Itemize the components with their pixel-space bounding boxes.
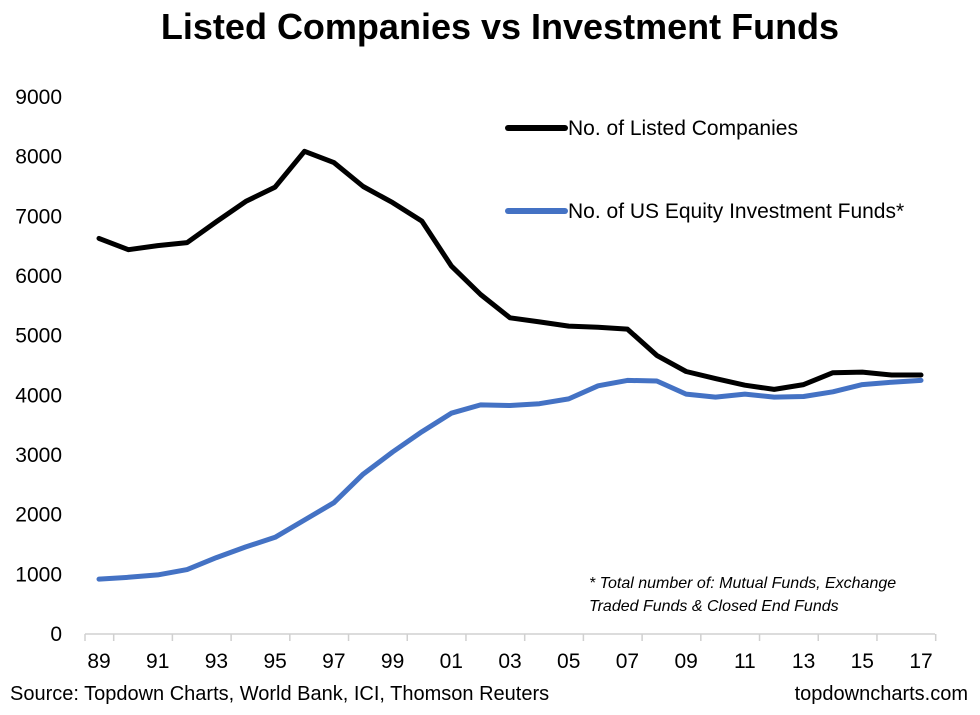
x-tick-label: 97 [322, 650, 345, 673]
x-tick-label: 89 [87, 650, 110, 673]
y-tick-label: 0 [50, 623, 62, 646]
x-axis: 89 91 93 95 97 99 01 03 05 07 09 11 13 15 17 [84, 634, 937, 673]
footnote-annotation: * Total number of: Mutual Funds, Exchang… [589, 575, 896, 615]
x-tick-label: 09 [674, 650, 697, 673]
x-tick-label: 07 [616, 650, 639, 673]
y-tick-label: 9000 [15, 86, 62, 109]
y-tick-label: 5000 [15, 325, 62, 348]
x-tick-label: 93 [205, 650, 228, 673]
x-tick-label: 95 [263, 650, 286, 673]
legend-label-listed: No. of Listed Companies [568, 117, 798, 140]
annotation-line-1: * Total number of: Mutual Funds, Exchang… [589, 575, 896, 592]
x-tick-label: 15 [851, 650, 874, 673]
annotation-line-2: Traded Funds & Closed End Funds [589, 598, 839, 615]
series-line-funds [96, 377, 924, 582]
line-chart: 0 1000 2000 3000 4000 5000 6000 7000 8000 9000 89… [15, 86, 937, 673]
x-tick-label: 17 [909, 650, 932, 673]
series-layer [96, 148, 924, 582]
x-tick-label: 05 [557, 650, 580, 673]
y-tick-label: 4000 [15, 384, 62, 407]
x-tick-label: 03 [498, 650, 521, 673]
y-tick-label: 2000 [15, 504, 62, 527]
y-tick-label: 7000 [15, 205, 62, 228]
y-tick-label: 8000 [15, 146, 62, 169]
x-tick-label: 13 [792, 650, 815, 673]
y-tick-label: 6000 [15, 265, 62, 288]
x-tick-label: 11 [734, 650, 756, 673]
y-tick-label: 3000 [15, 444, 62, 467]
x-tick-label: 01 [440, 650, 463, 673]
y-axis: 0 1000 2000 3000 4000 5000 6000 7000 8000 9000 [15, 86, 62, 646]
x-tick-label: 91 [146, 650, 169, 673]
y-tick-label: 1000 [15, 563, 62, 586]
chart-title: Listed Companies vs Investment Funds [160, 6, 840, 47]
x-tick-label: 99 [381, 650, 404, 673]
legend-label-funds: No. of US Equity Investment Funds* [568, 200, 904, 223]
site-credit: topdowncharts.com [794, 683, 968, 705]
source-credit: Source: Topdown Charts, World Bank, ICI,… [10, 683, 550, 705]
legend: No. of Listed Companies No. of US Equity… [505, 117, 904, 223]
series-line-listed [96, 148, 924, 392]
